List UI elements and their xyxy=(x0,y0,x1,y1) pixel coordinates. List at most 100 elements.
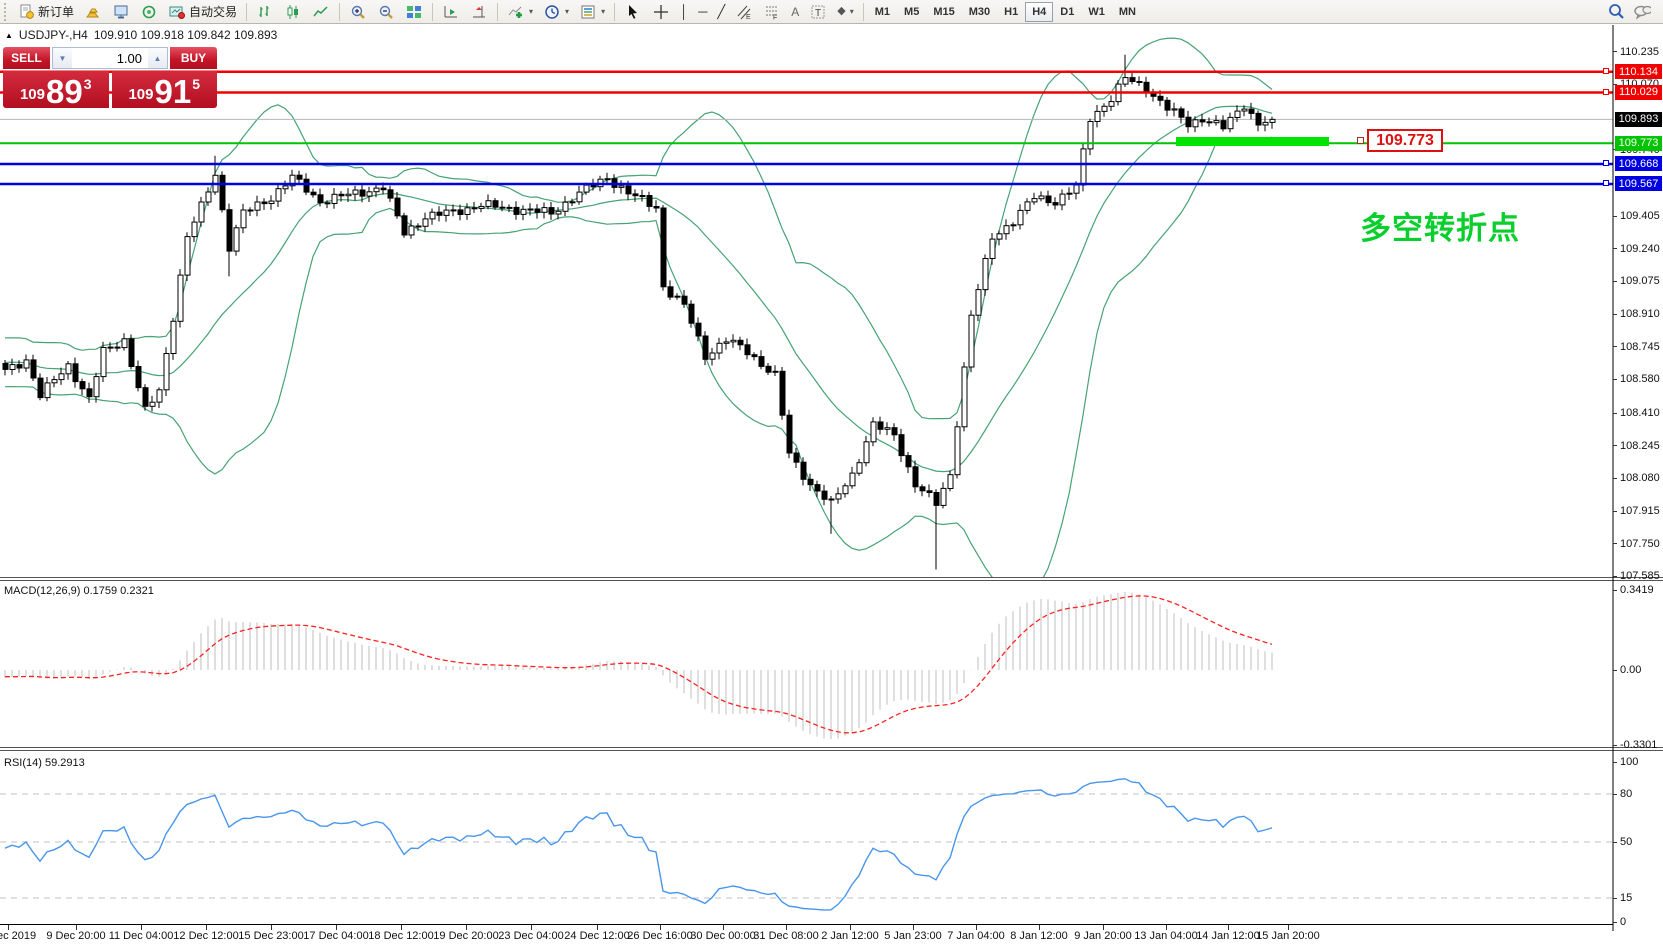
date-tick-mark xyxy=(401,925,402,930)
timeframe-m30-button[interactable]: M30 xyxy=(968,5,991,18)
price-tick-mark xyxy=(1613,346,1617,348)
rsi-axis-label: 15 xyxy=(1620,892,1633,904)
sell-price-big-figure: 109 xyxy=(19,86,45,103)
timeframe-group: M1 M5 M15 M30 H1 H4 D1 W1 MN xyxy=(868,1,1143,22)
buy-button[interactable]: BUY xyxy=(170,47,217,69)
line-drag-handle[interactable] xyxy=(1603,160,1609,167)
date-tick-mark xyxy=(206,925,207,930)
date-tick-mark xyxy=(723,925,724,930)
volume-input[interactable]: 1.00 xyxy=(116,50,142,66)
chart-symbol-period: USDJPY-,H4 xyxy=(18,28,88,42)
volume-increase-button[interactable]: ▲ xyxy=(148,48,167,68)
collapse-panel-icon[interactable]: ▲ xyxy=(5,30,13,40)
trendline-icon: ╱ xyxy=(717,4,726,19)
cursor-icon xyxy=(624,3,642,21)
date-tick-mark xyxy=(1228,925,1229,930)
deposit-button[interactable] xyxy=(79,1,107,23)
text-icon: A xyxy=(791,4,800,19)
channel-tool-button[interactable]: E xyxy=(730,1,758,23)
price-tick-mark xyxy=(1613,83,1617,85)
auto-trading-button[interactable]: 自动交易 xyxy=(163,1,242,23)
auto-scroll-button[interactable] xyxy=(437,1,465,23)
bar-chart-button[interactable] xyxy=(251,1,279,23)
terminal-button[interactable] xyxy=(107,1,135,23)
fibonacci-tool-button[interactable]: F xyxy=(758,1,786,23)
timeframe-m5-button[interactable]: M5 xyxy=(904,5,920,18)
price-tick-mark xyxy=(1613,575,1617,577)
turning-point-annotation[interactable]: 多空转折点 xyxy=(1360,211,1520,246)
line-drag-handle[interactable] xyxy=(1603,68,1609,75)
price-tick-mark xyxy=(1613,248,1617,250)
price-tick-label: 108.745 xyxy=(1620,340,1660,353)
price-tick-label: 110.235 xyxy=(1620,45,1659,58)
volume-decrease-button[interactable]: ▼ xyxy=(53,48,72,68)
toolbar: 新订单 自动交易 xyxy=(0,0,1663,24)
macd-tick-mark xyxy=(1613,744,1617,746)
date-tick-mark xyxy=(850,925,851,930)
date-tick-label: 31 Dec 08:00 xyxy=(753,930,819,942)
chat-icon[interactable] xyxy=(1633,3,1651,21)
auto-trading-label: 自动交易 xyxy=(189,5,238,19)
line-drag-handle[interactable] xyxy=(1603,180,1609,187)
date-tick-mark xyxy=(786,925,787,930)
price-level-label-box[interactable]: 109.773 xyxy=(1367,129,1443,152)
date-tick-label: 24 Dec 12:00 xyxy=(564,930,630,942)
tile-windows-icon xyxy=(405,3,423,21)
new-order-icon xyxy=(17,3,35,21)
market-button[interactable] xyxy=(135,1,163,23)
sell-price-pipette: 3 xyxy=(83,76,92,92)
timeframe-m1-button[interactable]: M1 xyxy=(874,5,891,18)
chart-shift-button[interactable] xyxy=(465,1,493,23)
vertical-line-tool-button[interactable]: │ xyxy=(675,1,693,23)
trendline-tool-button[interactable]: ╱ xyxy=(712,1,730,23)
line-chart-button[interactable] xyxy=(307,1,335,23)
timeframe-d1-button[interactable]: D1 xyxy=(1060,5,1075,18)
indicators-button[interactable]: ▾ xyxy=(502,1,538,23)
line-drag-handle[interactable] xyxy=(1603,88,1609,95)
level-price-badge: 109.567 xyxy=(1615,176,1662,192)
cursor-tool-button[interactable] xyxy=(619,1,647,23)
date-tick-label: 2 Jan 12:00 xyxy=(821,930,879,942)
templates-dropdown-arrow: ▾ xyxy=(601,7,606,16)
text-label-tool-button[interactable]: T xyxy=(804,1,832,23)
periods-dropdown-arrow: ▾ xyxy=(565,7,570,16)
arrows-dropdown-arrow: ▾ xyxy=(849,7,854,16)
templates-button[interactable]: ▾ xyxy=(574,1,610,23)
date-tick-label: 17 Dec 04:00 xyxy=(303,930,369,942)
sell-price-pips: 89 xyxy=(46,72,83,110)
zoom-out-button[interactable] xyxy=(372,1,400,23)
buy-price[interactable]: 109 91 5 xyxy=(111,71,217,108)
date-tick-label: 26 Dec 16:00 xyxy=(627,930,693,942)
level-price-badge: 109.773 xyxy=(1615,135,1662,151)
equidistant-channel-icon: E xyxy=(735,3,753,21)
price-tick-mark xyxy=(1613,280,1617,282)
gold-bars-icon xyxy=(84,3,102,21)
tile-windows-button[interactable] xyxy=(400,1,428,23)
horizontal-line-tool-button[interactable]: ─ xyxy=(693,1,712,23)
crosshair-tool-button[interactable] xyxy=(647,1,675,23)
timeframe-mn-button[interactable]: MN xyxy=(1118,5,1136,18)
zoom-in-button[interactable] xyxy=(344,1,372,23)
sell-price[interactable]: 109 89 3 xyxy=(3,71,109,108)
date-tick-label: 15 Dec 23:00 xyxy=(238,930,304,942)
new-order-button[interactable]: 新订单 xyxy=(12,1,79,23)
text-tool-button[interactable]: A xyxy=(786,1,804,23)
price-level-handle[interactable] xyxy=(1357,137,1364,144)
periods-button[interactable]: ▾ xyxy=(538,1,574,23)
indicators-dropdown-arrow: ▾ xyxy=(529,7,534,16)
timeframe-h1-button[interactable]: H1 xyxy=(1004,5,1019,18)
candlestick-button[interactable] xyxy=(279,1,307,23)
date-tick-label: 13 Jan 04:00 xyxy=(1134,930,1198,942)
timeframe-m15-button[interactable]: M15 xyxy=(933,5,955,18)
date-tick-mark xyxy=(1039,925,1040,930)
timeframe-w1-button[interactable]: W1 xyxy=(1088,5,1105,18)
search-icon[interactable] xyxy=(1607,3,1625,21)
arrows-tool-button[interactable]: ◆ ▾ xyxy=(832,1,858,23)
vertical-line-icon: │ xyxy=(680,4,689,19)
sell-button[interactable]: SELL xyxy=(3,47,50,69)
date-tick-mark xyxy=(913,925,914,930)
timeframe-h4-button[interactable]: H4 xyxy=(1025,1,1054,22)
price-tick-mark xyxy=(1613,477,1617,479)
date-tick-label: 9 Jan 20:00 xyxy=(1074,930,1132,942)
